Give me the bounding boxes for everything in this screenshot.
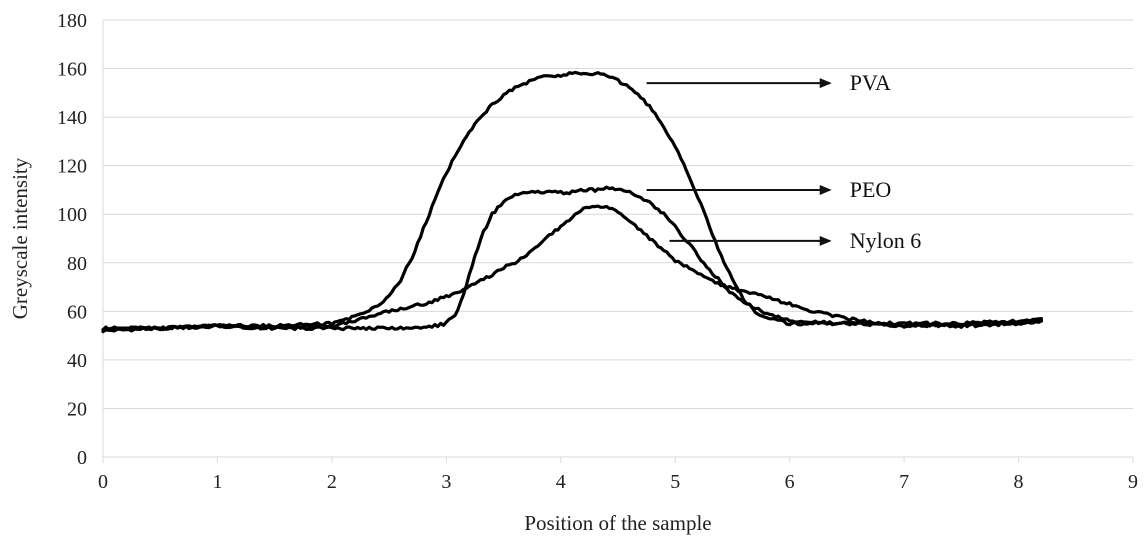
series-lines — [101, 70, 1044, 334]
y-tick-label: 40 — [67, 350, 87, 372]
series-line-nylon-6 — [101, 204, 1044, 332]
series-line-pva — [101, 70, 1044, 332]
x-tick-label: 5 — [670, 471, 680, 493]
x-tick-label: 4 — [556, 471, 566, 493]
y-tick-label: 140 — [57, 107, 87, 129]
y-axis-title: Greyscale intensity — [8, 157, 32, 319]
y-tick-label: 60 — [67, 301, 87, 323]
axes: 0 20 40 60 80 100 120 140 160 180 0 1 2 3 4 5 6 7 8 9 — [57, 10, 1138, 493]
annotation-label-pva: PVA — [850, 70, 891, 95]
annotation-label-peo: PEO — [850, 177, 892, 202]
x-tick-label: 6 — [785, 471, 795, 493]
x-tick-label: 0 — [98, 471, 108, 493]
annotations: PVA PEO Nylon 6 — [646, 70, 922, 253]
series-line-peo — [101, 185, 1044, 334]
y-tick-label: 120 — [57, 156, 87, 178]
x-tick-label: 8 — [1014, 471, 1024, 493]
x-tick-label: 9 — [1128, 471, 1138, 493]
y-tick-label: 100 — [57, 204, 87, 226]
y-tick-label: 0 — [77, 447, 87, 469]
gridlines — [103, 19, 1133, 458]
x-tick-label: 3 — [441, 471, 451, 493]
x-tick-label: 7 — [899, 471, 909, 493]
x-axis-title: Position of the sample — [524, 511, 711, 535]
annotation-label-nylon-6: Nylon 6 — [850, 228, 922, 253]
y-tick-label: 160 — [57, 59, 87, 81]
y-tick-label: 20 — [67, 398, 87, 420]
y-tick-label: 180 — [57, 10, 87, 32]
x-tick-label: 1 — [212, 471, 222, 493]
y-tick-label: 80 — [67, 253, 87, 275]
x-tick-label: 2 — [327, 471, 337, 493]
